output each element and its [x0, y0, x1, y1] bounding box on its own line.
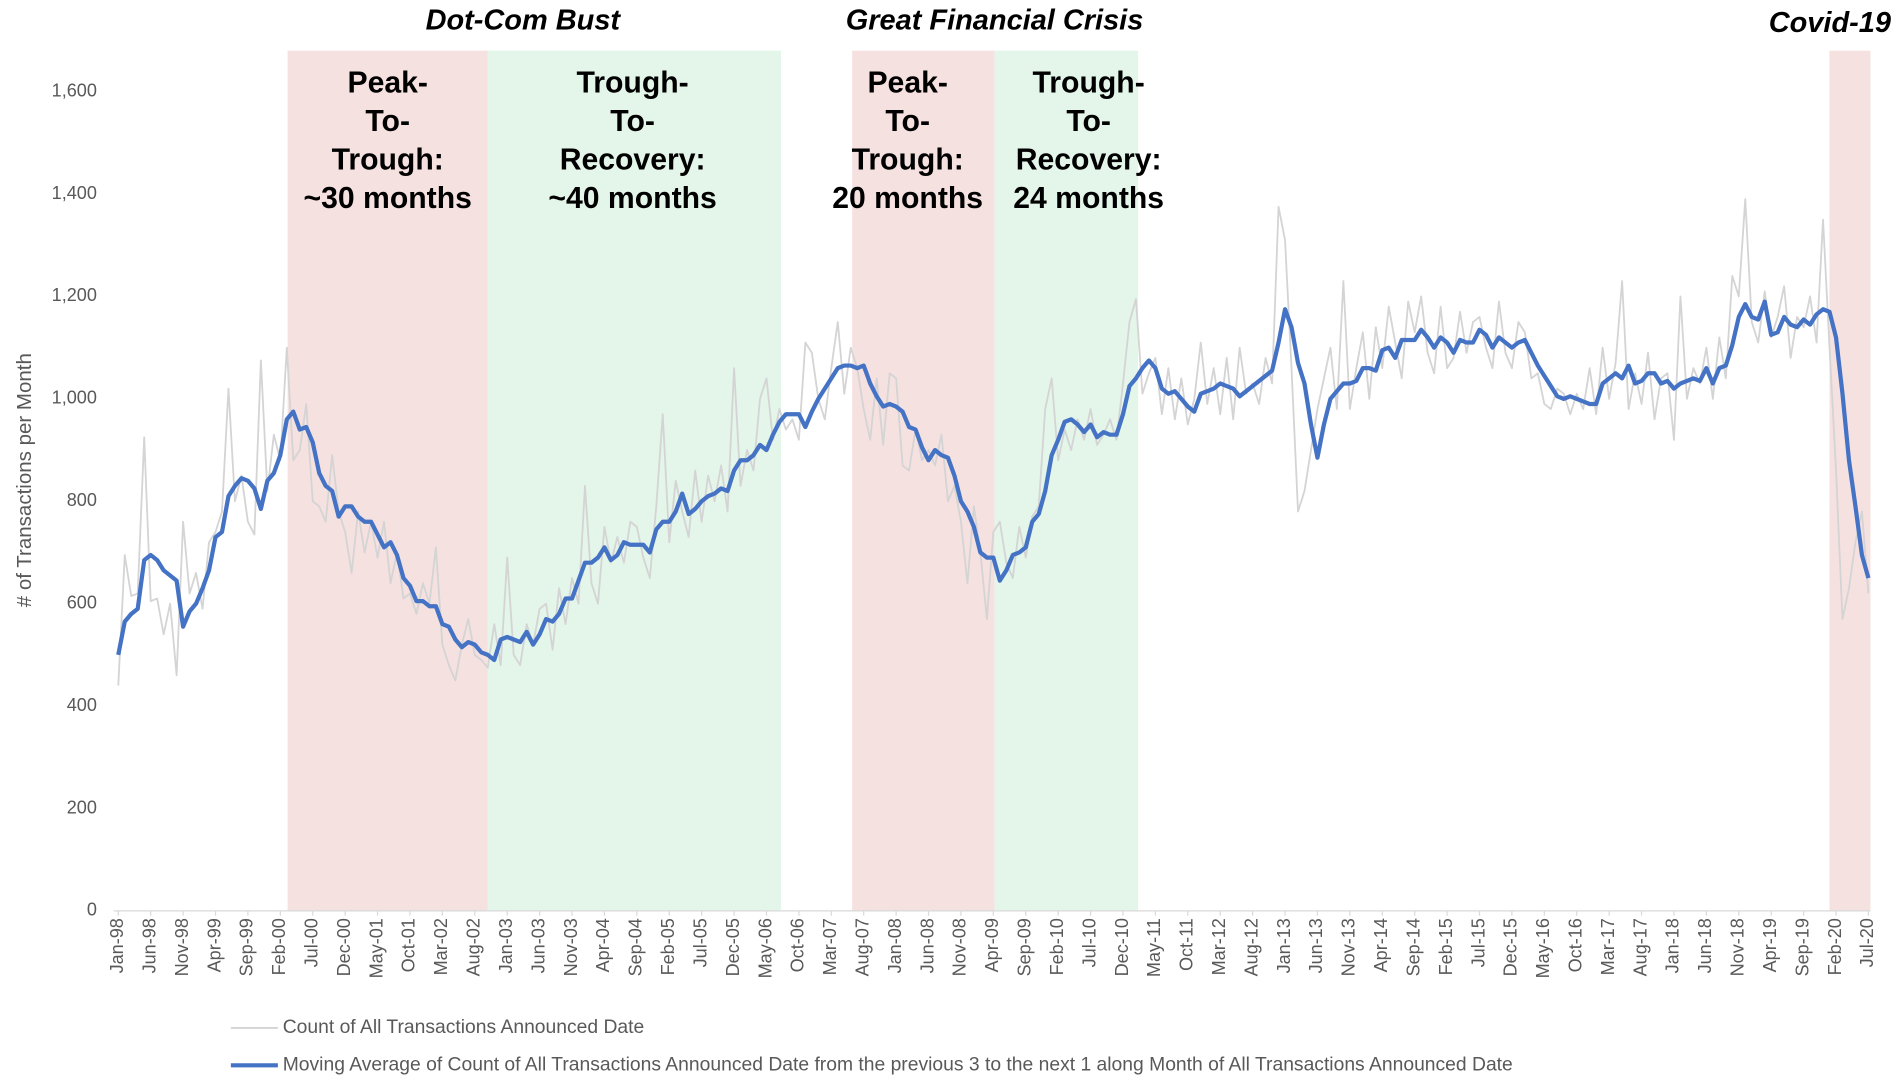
x-tick-label: May-06 [755, 918, 775, 978]
peak-to-trough-region [287, 50, 488, 911]
x-tick-label: Jul-10 [1079, 918, 1099, 967]
x-tick-label: Sep-04 [626, 918, 646, 976]
x-tick-label: Sep-19 [1792, 918, 1812, 976]
x-tick-label: Jan-13 [1274, 918, 1294, 973]
x-tick-label: Nov-03 [561, 918, 581, 976]
annotation: Dot-Com Bust [426, 4, 622, 36]
trough-to-recovery-region [487, 50, 782, 911]
series-line [117, 198, 1870, 686]
trough-to-recovery-region [994, 50, 1139, 911]
x-tick-label: Jan-08 [885, 918, 905, 973]
x-tick-label: Mar-07 [820, 918, 840, 975]
x-tick-label: Aug-02 [464, 918, 484, 976]
x-tick-label: Jul-00 [302, 918, 322, 967]
x-tick-label: Jun-98 [139, 918, 159, 973]
phase-label: ~40 months [548, 182, 716, 215]
x-tick-label: Feb-00 [269, 918, 289, 975]
x-tick-label: Sep-14 [1403, 918, 1423, 976]
x-tick-label: Aug-07 [852, 918, 872, 976]
x-tick-label: Aug-17 [1630, 918, 1650, 976]
x-tick-label: Jan-98 [107, 918, 127, 973]
phase-label: Trough- [577, 66, 689, 99]
y-tick-label: 1,400 [52, 183, 97, 203]
x-tick-label: Oct-16 [1566, 918, 1586, 972]
phase-label: Peak- [867, 66, 947, 99]
annotation: Covid-19 [1769, 7, 1891, 39]
phase-label: Recovery: [1016, 144, 1162, 177]
phase-label: ~30 months [303, 182, 471, 215]
phase-label: To- [885, 105, 930, 138]
peak-to-trough-region [852, 50, 995, 911]
x-tick-label: Mar-12 [1209, 918, 1229, 975]
phase-label: Trough: [332, 144, 444, 177]
x-tick-label: Oct-01 [399, 918, 419, 972]
x-tick-label: Feb-10 [1047, 918, 1067, 975]
series-line [116, 299, 1871, 663]
x-tick-label: Feb-20 [1825, 918, 1845, 975]
x-tick-label: Oct-06 [788, 918, 808, 972]
x-tick-label: May-01 [366, 918, 386, 978]
y-tick-label: 800 [67, 490, 97, 510]
x-tick-label: Oct-11 [1177, 918, 1197, 971]
x-tick-label: Dec-05 [723, 918, 743, 976]
x-tick-label: Jun-18 [1695, 918, 1715, 973]
phase-label: To- [1066, 105, 1111, 138]
x-tick-label: Apr-09 [982, 918, 1002, 972]
y-tick-label: 400 [67, 695, 97, 715]
y-tick-label: 1,200 [52, 285, 97, 305]
x-tick-label: Jun-03 [528, 918, 548, 973]
phase-label: Recovery: [560, 144, 706, 177]
annotation: Great Financial Crisis [846, 4, 1144, 36]
phase-label: Trough: [852, 144, 964, 177]
y-tick-label: 200 [67, 797, 97, 817]
x-tick-label: Jun-13 [1306, 918, 1326, 973]
phase-label: Peak- [347, 66, 427, 99]
x-tick-label: Jan-03 [496, 918, 516, 973]
x-tick-label: Jul-15 [1468, 918, 1488, 967]
x-tick-label: Jun-08 [917, 918, 937, 973]
phase-shading [287, 50, 1871, 911]
phase-label: To- [610, 105, 655, 138]
x-tick-label: Feb-05 [658, 918, 678, 975]
x-tick-label: Nov-13 [1339, 918, 1359, 976]
x-tick-label: Dec-15 [1501, 918, 1521, 976]
x-tick-label: Mar-02 [431, 918, 451, 975]
x-tick-label: Jul-05 [690, 918, 710, 967]
y-tick-label: 1,600 [52, 80, 97, 100]
phase-label: To- [365, 105, 410, 138]
phase-label: Trough- [1033, 66, 1145, 99]
x-tick-label: Apr-99 [204, 918, 224, 972]
y-tick-label: 1,000 [52, 388, 97, 408]
x-tick-label: Dec-10 [1112, 918, 1132, 976]
x-tick-label: Sep-99 [237, 918, 257, 976]
x-tick-label: Feb-15 [1436, 918, 1456, 975]
y-tick-label: 600 [67, 592, 97, 612]
x-tick-label: Sep-09 [1015, 918, 1035, 976]
x-tick-label: May-11 [1144, 918, 1164, 977]
x-tick-label: Nov-18 [1728, 918, 1748, 976]
legend-label: Moving Average of Count of All Transacti… [283, 1054, 1513, 1075]
legend-label: Count of All Transactions Announced Date [283, 1017, 645, 1038]
x-tick-label: May-16 [1533, 918, 1553, 978]
y-axis-title: # of Transactions per Month [13, 353, 36, 607]
x-tick-label: Jul-20 [1857, 918, 1877, 967]
x-tick-label: Apr-19 [1760, 918, 1780, 972]
x-tick-label: Dec-00 [334, 918, 354, 976]
x-tick-label: Nov-08 [950, 918, 970, 976]
x-tick-label: Apr-14 [1371, 918, 1391, 972]
x-tick-label: Mar-17 [1598, 918, 1618, 975]
x-tick-label: Aug-12 [1241, 918, 1261, 976]
phase-label: 24 months [1013, 182, 1164, 215]
x-tick-label: Nov-98 [172, 918, 192, 976]
phase-label: 20 months [832, 182, 983, 215]
x-tick-label: Apr-04 [593, 918, 613, 972]
y-tick-label: 0 [87, 900, 97, 920]
x-tick-label: Jan-18 [1663, 918, 1683, 973]
